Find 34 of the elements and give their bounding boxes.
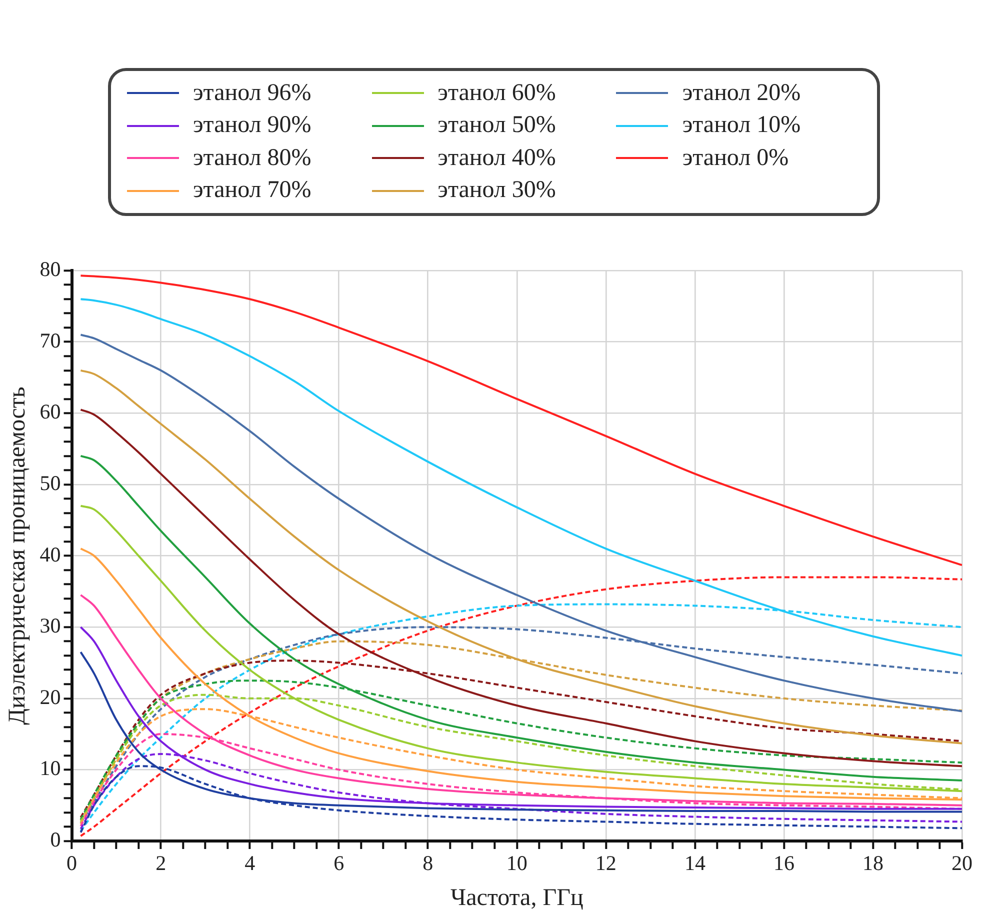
x-axis-title: Частота, ГГц: [450, 884, 584, 911]
legend-label: этанол 20%: [682, 80, 801, 107]
legend-label: этанол 40%: [438, 144, 556, 172]
y-tick-label: 40: [40, 542, 61, 566]
x-tick-label: 0: [66, 851, 78, 876]
legend-label: этанол 70%: [193, 177, 312, 204]
y-tick-label: 30: [40, 614, 61, 638]
x-tick-label: 16: [773, 851, 794, 876]
y-tick-label: 70: [40, 328, 61, 352]
y-tick-label: 10: [40, 756, 61, 780]
x-tick-label: 18: [862, 851, 884, 876]
legend-label: этанол 10%: [682, 112, 801, 140]
legend-label: этанол 50%: [438, 112, 556, 140]
x-tick-label: 14: [684, 851, 706, 876]
x-tick-label: 4: [244, 851, 256, 876]
x-tick-label: 10: [506, 851, 528, 876]
line-series: [80, 274, 962, 566]
y-tick-label: 80: [40, 257, 61, 282]
x-tick-label: 8: [422, 851, 434, 876]
x-tick-label: 20: [952, 851, 972, 876]
legend-label: этанол 60%: [438, 80, 556, 107]
x-tick-label: 12: [595, 851, 616, 876]
legend-label: этанол 0%: [682, 144, 789, 172]
y-tick-label: 50: [40, 471, 61, 496]
legend-label: этанол 96%: [193, 80, 312, 107]
legend-label: этанол 90%: [193, 112, 312, 140]
legend-label: этанол 80%: [193, 144, 312, 172]
y-tick-label: 60: [40, 400, 61, 424]
y-tick-label: 20: [40, 684, 61, 709]
x-tick-label: 6: [334, 851, 344, 876]
x-tick-label: 2: [156, 851, 166, 876]
legend-label: этанол 30%: [438, 177, 556, 204]
y-tick-label: 0: [50, 828, 61, 852]
y-axis-title: Диэлектрическая проницаемость: [4, 386, 31, 725]
